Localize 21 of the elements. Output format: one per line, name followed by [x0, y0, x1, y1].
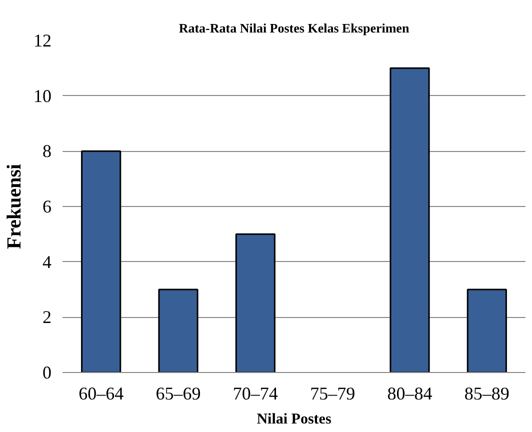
- bar: [466, 288, 507, 372]
- y-axis-title: Frekuensi: [4, 163, 26, 250]
- y-tick-label: 0: [42, 362, 52, 382]
- y-tick-label: 10: [34, 86, 52, 106]
- x-tick-label: 80–84: [387, 384, 432, 404]
- y-tick-label: 2: [42, 307, 52, 328]
- x-tick-label: 75–79: [310, 384, 356, 404]
- x-tick-label: 85–89: [464, 384, 510, 404]
- x-tick-label: 60–64: [78, 384, 124, 404]
- y-tick-label: 12: [34, 30, 52, 50]
- x-tick-label: 65–69: [156, 384, 201, 404]
- bar: [81, 150, 122, 372]
- y-tick-label: 8: [42, 141, 52, 162]
- bar: [390, 67, 430, 372]
- x-axis-title: Nilai Postes: [256, 412, 332, 428]
- bar: [158, 288, 198, 372]
- x-tick-label: 70–74: [232, 384, 278, 404]
- bar: [235, 233, 276, 372]
- y-tick-label: 6: [42, 196, 52, 216]
- y-tick-label: 4: [42, 252, 52, 272]
- chart-title: Rata-Rata Nilai Postes Kelas Eksperimen: [178, 20, 410, 36]
